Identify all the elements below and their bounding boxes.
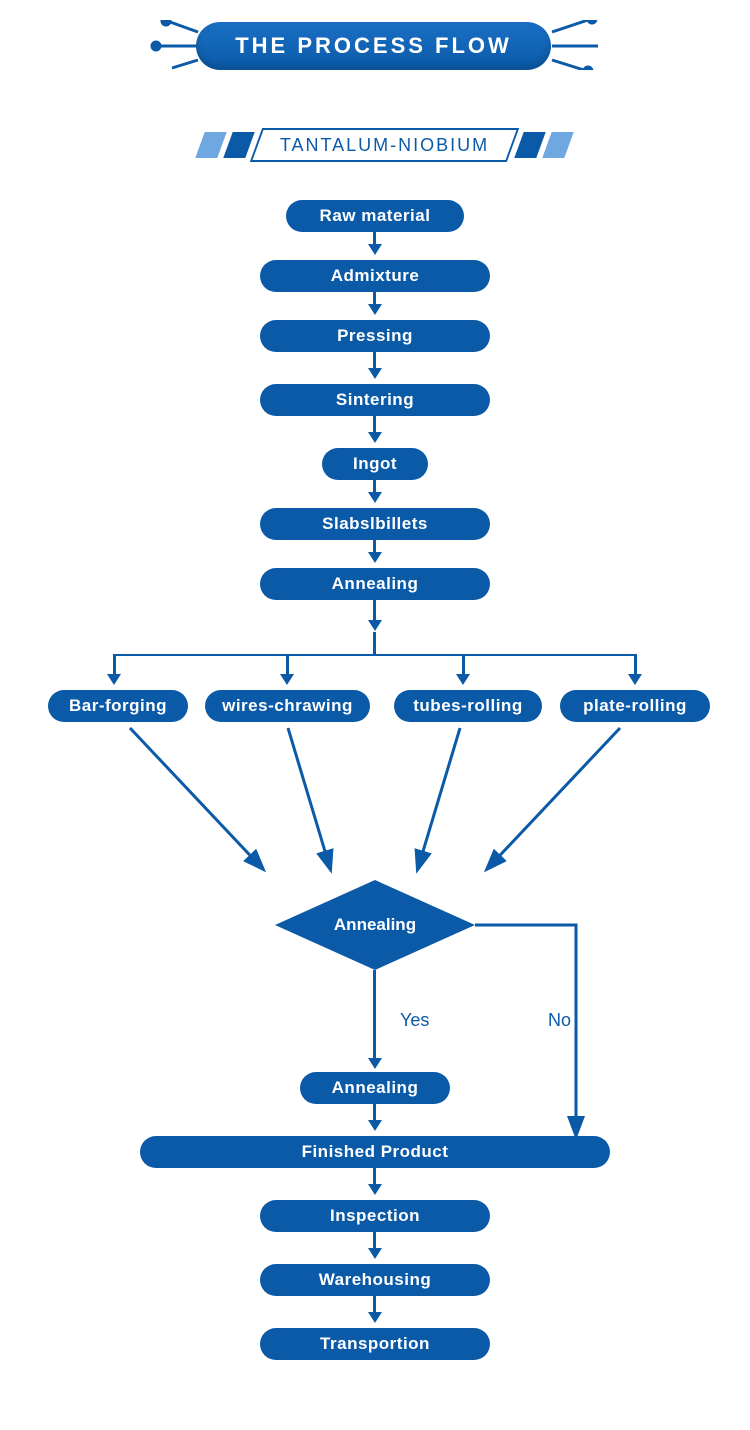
node-label: Inspection (330, 1206, 420, 1226)
node-ingot: Ingot (322, 448, 428, 480)
node-label: Warehousing (319, 1270, 432, 1290)
node-label: Annealing (332, 574, 419, 594)
node-label: Ingot (353, 454, 397, 474)
decision-annealing: Annealing (275, 880, 475, 970)
subtitle-banner: TANTALUM-NIOBIUM (200, 128, 569, 162)
node-raw-material: Raw material (286, 200, 464, 232)
node-wires-chrawing: wires-chrawing (205, 690, 370, 722)
node-label: Slabslbillets (322, 514, 428, 534)
node-label: Bar-forging (69, 696, 167, 716)
node-transportion: Transportion (260, 1328, 490, 1360)
node-tubes-rolling: tubes-rolling (394, 690, 542, 722)
node-slabs-billets: Slabslbillets (260, 508, 490, 540)
node-inspection: Inspection (260, 1200, 490, 1232)
node-label: Transportion (320, 1334, 430, 1354)
node-annealing-1: Annealing (260, 568, 490, 600)
node-sintering: Sintering (260, 384, 490, 416)
node-admixture: Admixture (260, 260, 490, 292)
decision-label: Annealing (334, 915, 416, 935)
node-annealing-yes: Annealing (300, 1072, 450, 1104)
node-finished-product: Finished Product (140, 1136, 610, 1168)
node-bar-forging: Bar-forging (48, 690, 188, 722)
node-label: Admixture (331, 266, 420, 286)
node-label: Finished Product (302, 1142, 449, 1162)
node-label: wires-chrawing (222, 696, 353, 716)
branch-line (114, 654, 636, 656)
node-plate-rolling: plate-rolling (560, 690, 710, 722)
node-label: Pressing (337, 326, 413, 346)
node-label: tubes-rolling (413, 696, 522, 716)
node-label: plate-rolling (583, 696, 687, 716)
node-pressing: Pressing (260, 320, 490, 352)
subtitle-text: TANTALUM-NIOBIUM (280, 135, 489, 156)
node-label: Raw material (320, 206, 431, 226)
flowchart-canvas: THE PROCESS FLOW TANTALUM-NIOBIUM Raw ma… (0, 0, 750, 1430)
node-warehousing: Warehousing (260, 1264, 490, 1296)
title-banner: THE PROCESS FLOW (196, 22, 551, 70)
yes-label: Yes (400, 1010, 429, 1031)
node-label: Sintering (336, 390, 414, 410)
title-text: THE PROCESS FLOW (235, 33, 512, 59)
node-label: Annealing (332, 1078, 419, 1098)
no-label: No (548, 1010, 571, 1031)
